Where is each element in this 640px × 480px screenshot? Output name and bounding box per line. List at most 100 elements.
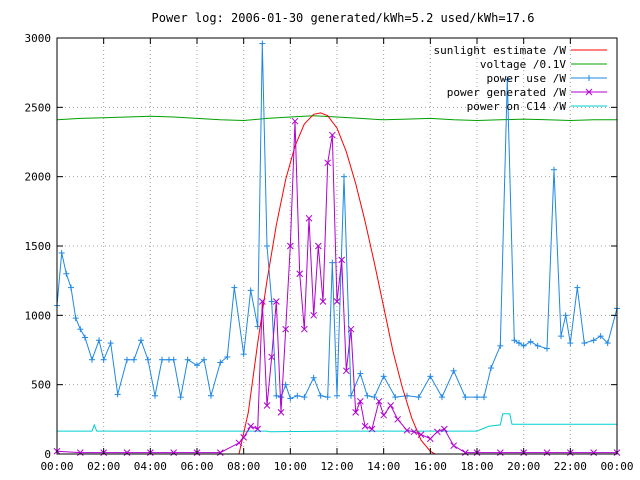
data-point-power-use-w	[551, 166, 557, 173]
data-point-power-use-w	[124, 356, 130, 363]
data-point-power-use-w	[324, 394, 331, 401]
data-point-power-generated-w	[328, 131, 336, 139]
x-tick-label: 10:00	[274, 460, 307, 473]
data-point-power-use-w	[58, 249, 65, 256]
data-point-power-generated-w	[291, 117, 299, 125]
data-point-power-use-w	[317, 392, 324, 399]
series-line-sunlight-estimate-w	[238, 112, 436, 455]
data-point-power-generated-w	[361, 422, 369, 430]
data-point-power-use-w	[268, 298, 275, 305]
data-point-power-use-w	[254, 323, 261, 330]
y-tick-label: 500	[31, 379, 51, 392]
y-tick-label: 1500	[25, 240, 52, 253]
data-point-power-use-w	[562, 312, 569, 319]
x-tick-label: 06:00	[180, 460, 213, 473]
data-point-power-use-w	[534, 342, 541, 349]
data-point-power-generated-w	[375, 397, 383, 405]
data-point-power-use-w	[287, 395, 294, 402]
data-point-power-generated-w	[305, 214, 313, 222]
data-point-power-generated-w	[319, 298, 327, 305]
data-point-power-use-w	[474, 394, 480, 401]
data-point-power-generated-w	[417, 431, 425, 438]
data-point-power-use-w	[145, 356, 151, 363]
data-point-power-use-w	[194, 362, 200, 369]
data-point-power-generated-w	[380, 411, 388, 419]
data-point-power-use-w	[516, 340, 522, 347]
data-point-power-generated-w	[286, 242, 294, 250]
data-point-power-generated-w	[403, 427, 411, 434]
y-tick-label: 2000	[25, 171, 52, 184]
legend-item: voltage /0.1V	[480, 58, 607, 71]
data-point-power-generated-w	[496, 449, 504, 456]
data-point-power-use-w	[114, 391, 121, 398]
data-point-power-use-w	[240, 351, 247, 358]
chart-title: Power log: 2006-01-30 generated/kWh=5.2 …	[152, 11, 535, 25]
data-point-power-use-w	[439, 394, 445, 401]
data-point-power-use-w	[131, 356, 137, 363]
data-point-power-use-w	[415, 394, 422, 401]
data-point-power-use-w	[77, 326, 84, 333]
data-point-power-use-w	[159, 356, 165, 363]
legend-label: sunlight estimate /W	[434, 44, 567, 57]
data-point-power-use-w	[574, 284, 581, 291]
x-tick-label: 20:00	[507, 460, 540, 473]
data-point-power-use-w	[329, 259, 336, 266]
x-tick-label: 12:00	[320, 460, 353, 473]
data-point-power-use-w	[462, 394, 469, 401]
y-tick-label: 2500	[25, 101, 52, 114]
data-point-power-use-w	[100, 356, 107, 363]
data-point-power-use-w	[310, 374, 317, 381]
data-point-power-use-w	[247, 287, 254, 294]
data-point-power-use-w	[427, 373, 434, 380]
x-tick-label: 00:00	[600, 460, 633, 473]
data-point-power-generated-w	[282, 325, 290, 333]
data-point-power-generated-w	[216, 449, 224, 456]
data-point-power-use-w	[68, 284, 74, 291]
data-point-power-use-w	[89, 356, 95, 363]
y-tick-label: 0	[44, 448, 51, 461]
y-tick-label: 3000	[25, 32, 52, 45]
data-point-power-generated-w	[76, 449, 84, 456]
data-point-power-use-w	[364, 392, 371, 399]
data-point-power-generated-w	[310, 311, 318, 319]
data-point-power-use-w	[497, 342, 504, 349]
data-point-power-use-w	[527, 338, 534, 345]
data-point-power-generated-w	[450, 442, 458, 450]
data-point-power-use-w	[294, 392, 301, 399]
data-point-power-generated-w	[235, 439, 243, 447]
data-point-power-generated-w	[300, 325, 308, 333]
data-point-power-generated-w	[170, 449, 178, 456]
data-point-power-use-w	[504, 76, 511, 83]
data-point-power-generated-w	[296, 270, 304, 278]
data-point-power-use-w	[231, 284, 238, 291]
data-point-power-generated-w	[277, 409, 285, 416]
data-point-power-generated-w	[590, 449, 598, 456]
data-point-power-use-w	[567, 340, 574, 347]
data-point-power-use-w	[264, 243, 270, 249]
x-tick-label: 16:00	[414, 460, 447, 473]
data-point-power-use-w	[184, 356, 191, 363]
data-point-power-use-w	[357, 370, 364, 377]
data-point-power-generated-w	[394, 415, 402, 423]
data-point-power-generated-w	[347, 325, 355, 333]
data-point-power-generated-w	[268, 353, 276, 361]
legend-item: power on C14 /W	[467, 100, 607, 113]
data-point-power-generated-w	[433, 428, 441, 436]
legend-label: power generated /W	[447, 86, 567, 99]
data-point-power-use-w	[138, 337, 144, 344]
data-point-power-generated-w	[368, 425, 376, 433]
data-point-power-use-w	[217, 359, 224, 366]
data-point-power-generated-w	[426, 435, 434, 443]
data-point-power-use-w	[581, 340, 588, 347]
data-point-power-use-w	[301, 394, 308, 401]
data-point-power-generated-w	[387, 402, 395, 409]
data-point-power-generated-w	[356, 397, 364, 405]
data-point-power-use-w	[450, 367, 457, 374]
data-point-power-use-w	[177, 394, 184, 401]
data-point-power-use-w	[259, 40, 266, 47]
tick-layer: 0 500 1000 1500 2000 2500 3000 00:00 02:00 04:00 0…	[25, 32, 634, 473]
data-point-power-use-w	[511, 337, 518, 344]
data-point-power-generated-w	[240, 434, 248, 441]
data-point-power-use-w	[558, 333, 564, 340]
data-point-power-use-w	[170, 356, 177, 363]
